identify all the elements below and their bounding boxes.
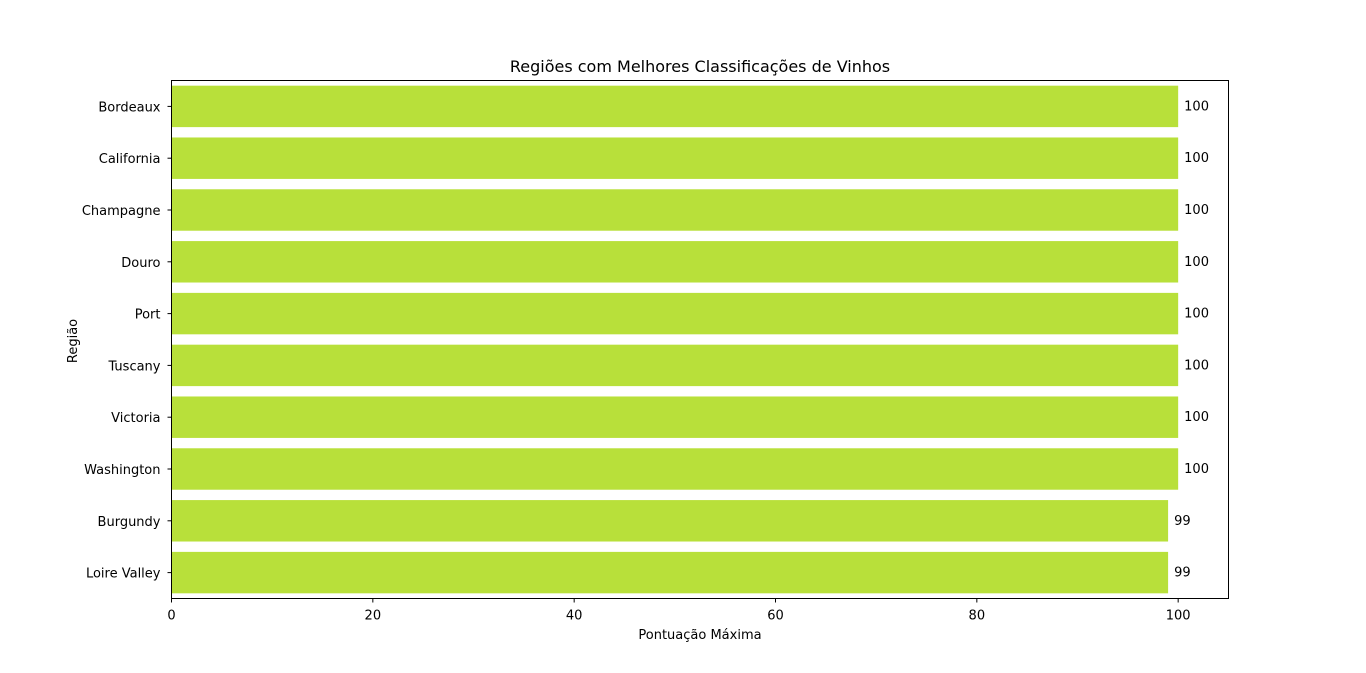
- bar: [171, 189, 1179, 231]
- bar: [171, 85, 1179, 128]
- bar: [171, 396, 1179, 438]
- x-tick-label: 40: [566, 609, 583, 624]
- data-label: 100: [1184, 358, 1209, 373]
- y-tick-label: Burgundy: [98, 515, 161, 530]
- data-label: 100: [1184, 307, 1209, 322]
- data-label: 100: [1184, 203, 1209, 218]
- bar: [171, 448, 1179, 490]
- y-tick-label: Douro: [121, 256, 160, 271]
- data-label: 100: [1184, 410, 1209, 425]
- bars-layer: 100 100 100 100 100 100 100 100 99 99: [171, 85, 1209, 594]
- y-tick-label: Victoria: [111, 411, 160, 426]
- bar: [171, 241, 1179, 283]
- x-tick-label: 60: [767, 609, 784, 624]
- y-tick-label: Bordeaux: [98, 100, 160, 115]
- y-tick-label: Loire Valley: [86, 567, 161, 582]
- y-tick-label: California: [99, 152, 161, 167]
- bar: [171, 551, 1169, 594]
- y-tick-label: Washington: [84, 463, 160, 478]
- x-axis-label: Pontuação Máxima: [638, 628, 761, 643]
- plot-frame: [171, 80, 1229, 599]
- y-axis-label: Região: [66, 319, 81, 363]
- x-tick-label: 20: [365, 609, 382, 624]
- x-tick-label: 80: [969, 609, 986, 624]
- bar: [171, 344, 1179, 387]
- data-label: 99: [1174, 514, 1191, 529]
- data-label: 100: [1184, 255, 1209, 270]
- data-label: 99: [1174, 566, 1191, 581]
- bar: [171, 500, 1169, 542]
- data-label: 100: [1184, 151, 1209, 166]
- y-tick-label: Champagne: [82, 204, 161, 219]
- y-tick-label: Tuscany: [107, 359, 160, 374]
- y-tick-label: Port: [135, 308, 161, 323]
- x-tick-label: 100: [1166, 609, 1191, 624]
- axes-layer: Bordeaux California Champagne Douro Port Tusc…: [82, 80, 1229, 624]
- chart-title: Regiões com Melhores Classificações de V…: [510, 57, 890, 76]
- data-label: 100: [1184, 99, 1209, 114]
- bar: [171, 137, 1179, 179]
- data-label: 100: [1184, 462, 1209, 477]
- x-tick-label: 0: [167, 609, 175, 624]
- bar: [171, 292, 1179, 335]
